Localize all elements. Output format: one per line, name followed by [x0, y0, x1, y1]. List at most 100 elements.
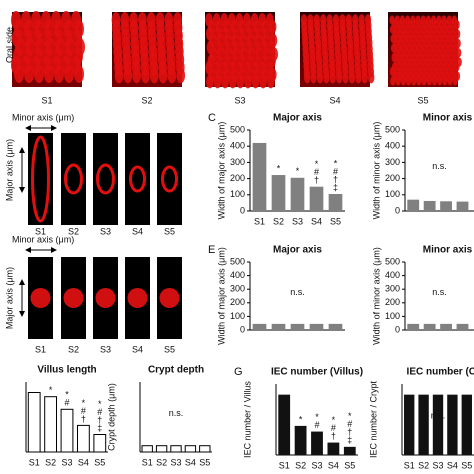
x-tick-label: S4	[328, 460, 339, 470]
significance-mark: ‡	[347, 435, 352, 445]
significance-mark: *	[332, 415, 336, 425]
note: n.s.	[169, 408, 184, 418]
note: n.s.	[290, 287, 305, 297]
villus-tip	[437, 76, 443, 86]
significance-mark: ‡	[333, 182, 338, 192]
villus-tip	[316, 71, 324, 84]
villus-tip	[411, 76, 417, 86]
chart-title: Minor axis	[423, 245, 473, 256]
x-tick-label: S5	[330, 216, 341, 226]
y-axis-label: IEC number / Crypt	[368, 380, 378, 458]
y-tick-label: 300	[385, 284, 400, 294]
panel-letter: E	[208, 244, 215, 256]
y-tick-label: 0	[240, 205, 245, 215]
villus-tip	[336, 71, 343, 84]
significance-mark: †	[333, 174, 338, 184]
bar	[456, 201, 469, 211]
significance-mark: †	[81, 414, 86, 424]
villus-tip	[251, 74, 260, 89]
x-tick-label: S1	[29, 457, 40, 467]
villus-tip	[24, 65, 34, 83]
significance-mark: #	[331, 423, 336, 433]
villus-tip	[206, 74, 214, 89]
x-tick-label: S1	[404, 460, 415, 470]
y-axis-label: Width of minor axis (μm)	[371, 247, 381, 345]
bar	[93, 434, 107, 453]
bar	[309, 186, 324, 211]
bar	[141, 445, 153, 453]
villus-tip	[342, 71, 349, 84]
panel-letter: C	[208, 112, 216, 124]
x-tick-label: S5	[199, 457, 210, 467]
significance-mark: †	[331, 431, 336, 441]
villus-tip	[158, 67, 168, 84]
y-tick-label: 200	[385, 297, 400, 307]
significance-mark: #	[64, 398, 69, 408]
image-label: S5	[164, 344, 175, 354]
image-label: S1	[41, 95, 52, 105]
y-tick-label: 100	[230, 311, 245, 321]
bar	[461, 394, 472, 455]
y-tick-label: 300	[385, 157, 400, 167]
bar	[407, 199, 420, 211]
bar	[407, 323, 420, 330]
villus-tip	[64, 65, 74, 83]
y-axis-label: IEC number / Villus	[242, 381, 252, 458]
villus-tip	[416, 76, 422, 86]
bar	[456, 323, 469, 330]
x-tick-label: S3	[311, 460, 322, 470]
x-tick-label: S5	[461, 460, 472, 470]
villus-tip	[221, 74, 229, 89]
bar	[252, 323, 267, 330]
x-tick-label: S3	[61, 457, 72, 467]
image-label: S1	[35, 226, 46, 236]
y-tick-label: 100	[385, 311, 400, 321]
y-axis-label: Width of major axis (μm)	[216, 247, 226, 345]
x-axis-label: Minor axis (μm)	[12, 112, 74, 122]
x-tick-label: S1	[254, 216, 265, 226]
note: n.s.	[432, 287, 447, 297]
x-tick-label: S5	[344, 460, 355, 470]
significance-mark: #	[81, 406, 86, 416]
y-tick-label: 0	[395, 324, 400, 334]
y-tick-label: 500	[230, 124, 245, 134]
chart-title: IEC number (Cry	[407, 367, 474, 378]
bar	[309, 323, 324, 330]
villus-tip	[213, 74, 222, 89]
villus-tip	[368, 71, 375, 84]
villus-tip	[329, 71, 336, 84]
image-label: S2	[141, 95, 152, 105]
villus-image	[157, 133, 182, 225]
villus-tip	[395, 76, 401, 86]
bar	[278, 394, 291, 455]
villus-tip	[34, 65, 44, 83]
image-label: S4	[329, 95, 340, 105]
y-axis-label: Width of minor axis (μm)	[371, 122, 381, 220]
villus-tip	[348, 71, 356, 84]
x-tick-label: S2	[45, 457, 56, 467]
villus-tip	[123, 67, 133, 84]
villus-tip	[266, 74, 275, 89]
villus-tip	[431, 76, 438, 86]
chart-title: Major axis	[273, 245, 322, 256]
bar	[271, 175, 286, 211]
x-tick-label: S2	[156, 457, 167, 467]
y-axis-label: Major axis (μm)	[4, 267, 14, 329]
bar	[252, 142, 267, 211]
y-tick-label: 500	[385, 124, 400, 134]
villus-tip	[442, 76, 448, 86]
x-axis-label: Minor axis (μm)	[12, 234, 74, 244]
x-tick-label: S2	[418, 460, 429, 470]
bar	[170, 445, 182, 453]
bar	[155, 445, 168, 453]
villus-tip	[323, 71, 330, 84]
chart-title: IEC number (Villus)	[271, 367, 363, 378]
x-tick-label: S1	[142, 457, 153, 467]
bar	[76, 424, 90, 453]
x-tick-label: S4	[447, 460, 458, 470]
y-tick-label: 300	[230, 284, 245, 294]
villus-tip	[310, 71, 317, 84]
y-tick-label: 200	[385, 173, 400, 183]
